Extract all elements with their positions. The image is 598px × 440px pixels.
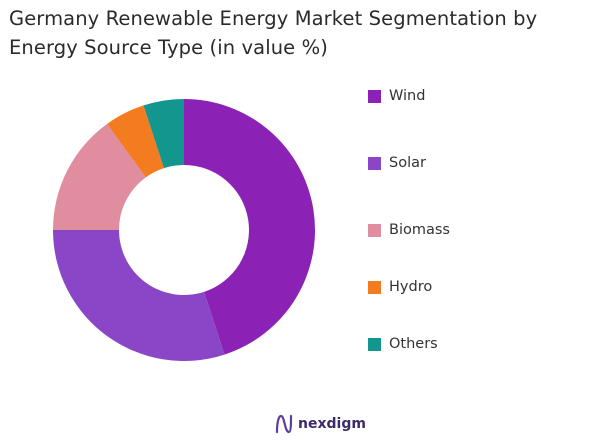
- chart-title-line-2: Energy Source Type (in value %): [9, 36, 328, 59]
- legend-item-hydro: Hydro: [368, 277, 432, 297]
- slice-wind: [184, 98, 316, 355]
- legend-swatch-biomass: [368, 223, 381, 237]
- nexdigm-n-icon: [275, 414, 293, 434]
- legend-label-solar: Solar: [389, 155, 426, 171]
- slice-solar: [53, 230, 225, 362]
- legend-label-wind: Wind: [389, 88, 426, 104]
- legend-swatch-solar: [368, 156, 381, 170]
- legend-item-biomass: Biomass: [368, 220, 450, 240]
- legend-swatch-hydro: [368, 280, 381, 294]
- legend-item-others: Others: [368, 334, 438, 354]
- legend-item-wind: Wind: [368, 86, 425, 106]
- chart-title: Germany Renewable Energy Market Segmenta…: [9, 4, 589, 62]
- brand-name: nexdigm: [298, 416, 366, 432]
- legend-item-solar: Solar: [368, 153, 426, 173]
- brand-logo: nexdigm: [274, 412, 366, 436]
- legend-swatch-others: [368, 337, 381, 351]
- legend-label-biomass: Biomass: [389, 222, 450, 238]
- slice-others: [143, 99, 184, 169]
- legend-swatch-wind: [368, 89, 381, 103]
- chart-title-line-1: Germany Renewable Energy Market Segmenta…: [9, 7, 538, 30]
- slice-biomass: [53, 124, 146, 230]
- legend-label-others: Others: [389, 336, 438, 352]
- slice-hydro: [107, 105, 164, 178]
- legend-label-hydro: Hydro: [389, 279, 433, 295]
